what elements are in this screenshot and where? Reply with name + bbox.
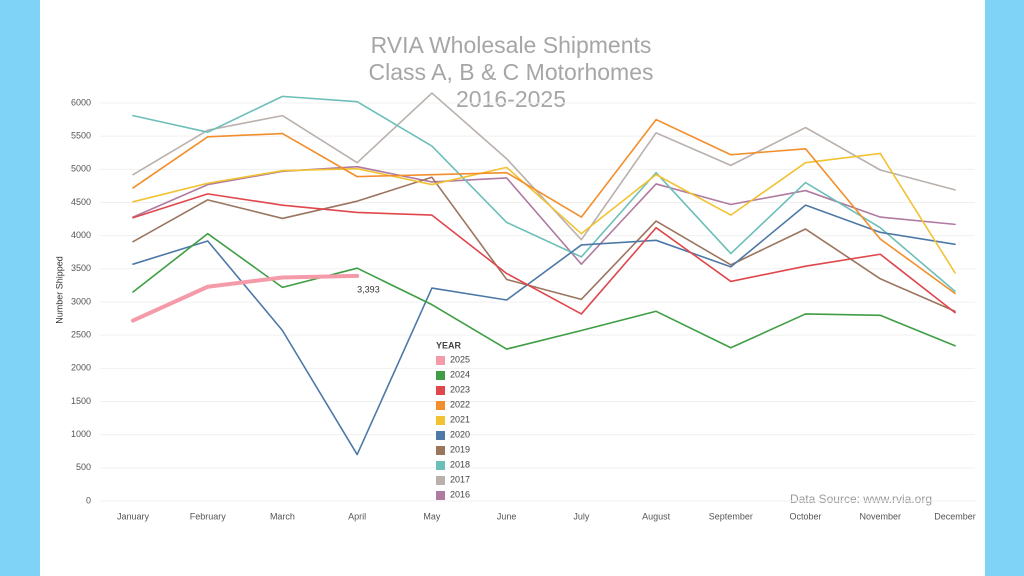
y-tick-label: 5500 (71, 131, 91, 141)
x-tick-label: May (423, 511, 441, 521)
y-tick-label: 6000 (71, 97, 91, 107)
series-line (132, 152, 956, 274)
y-axis-label: Number Shipped (54, 256, 64, 324)
legend-swatch (436, 401, 445, 410)
legend-swatch (436, 446, 445, 455)
legend-label: 2023 (450, 384, 470, 394)
y-tick-label: 1000 (71, 429, 91, 439)
series-line (132, 193, 956, 315)
legend-label: 2024 (450, 369, 470, 379)
y-tick-label: 500 (76, 462, 91, 472)
legend-swatch (436, 476, 445, 485)
y-tick-label: 2500 (71, 330, 91, 340)
series-line (132, 204, 956, 456)
legend-title: YEAR (436, 340, 462, 350)
legend-label: 2022 (450, 399, 470, 409)
x-tick-label: November (860, 511, 902, 521)
title-line: 2016-2025 (456, 86, 566, 112)
y-tick-label: 2000 (71, 363, 91, 373)
legend-label: 2016 (450, 489, 470, 499)
title-line: Class A, B & C Motorhomes (368, 59, 653, 85)
y-tick-label: 4000 (71, 230, 91, 240)
y-tick-label: 3000 (71, 296, 91, 306)
legend-swatch (436, 461, 445, 470)
data-label: 3,393 (357, 284, 380, 294)
legend-swatch (436, 356, 445, 365)
x-tick-label: August (642, 511, 671, 521)
legend-swatch (436, 371, 445, 380)
y-tick-label: 4500 (71, 197, 91, 207)
series-line (132, 118, 956, 295)
legend-label: 2019 (450, 444, 470, 454)
y-tick-label: 3500 (71, 263, 91, 273)
x-tick-label: September (709, 511, 753, 521)
x-tick-label: March (270, 511, 295, 521)
legend-swatch (436, 491, 445, 500)
series-line (132, 95, 956, 293)
chart-background (40, 0, 985, 576)
series-line (132, 176, 956, 313)
legend-swatch (436, 416, 445, 425)
legend-label: 2017 (450, 474, 470, 484)
x-tick-label: June (497, 511, 517, 521)
legend-swatch (436, 431, 445, 440)
y-tick-label: 5000 (71, 164, 91, 174)
legend-label: 2021 (450, 414, 470, 424)
legend-swatch (436, 386, 445, 395)
x-tick-label: April (348, 511, 366, 521)
legend-label: 2025 (450, 354, 470, 364)
chart-title: RVIA Wholesale Shipments Class A, B & C … (368, 32, 653, 112)
x-tick-label: February (190, 511, 227, 521)
x-tick-label: January (117, 511, 150, 521)
y-tick-label: 0 (86, 495, 91, 505)
legend-label: 2018 (450, 459, 470, 469)
x-tick-label: October (790, 511, 822, 521)
series-line (132, 92, 956, 241)
source-note: Data Source: www.rvia.org (790, 492, 932, 506)
x-tick-label: July (573, 511, 590, 521)
y-tick-label: 1500 (71, 396, 91, 406)
legend-label: 2020 (450, 429, 470, 439)
series-line (131, 273, 360, 323)
x-tick-label: December (934, 511, 976, 521)
title-line: RVIA Wholesale Shipments (371, 32, 652, 58)
